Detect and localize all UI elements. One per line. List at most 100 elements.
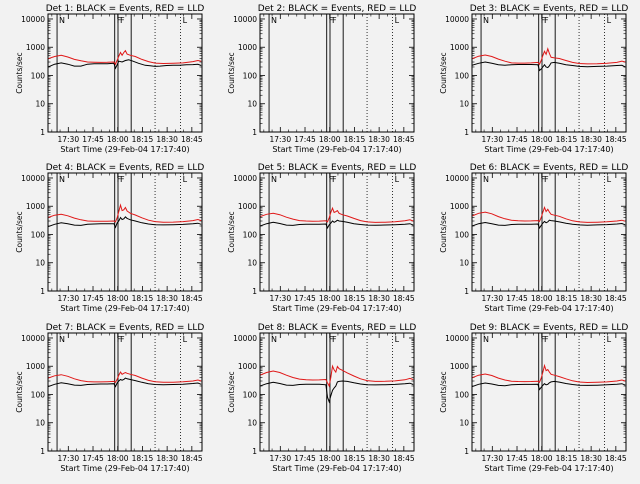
- y-tick-label: 1: [252, 128, 257, 137]
- x-tick-label: 18:30: [580, 454, 602, 463]
- plot-frame: [471, 13, 627, 133]
- panel-title: Det 4: BLACK = Events, RED = LLD: [46, 163, 205, 173]
- series-group: [260, 364, 414, 404]
- y-tick-label: 1: [252, 287, 257, 296]
- x-tick-label: 17:45: [82, 294, 104, 303]
- x-tick-label: 18:45: [605, 454, 627, 463]
- x-tick-label: 17:30: [269, 454, 291, 463]
- x-axis-label: Start Time (29-Feb-04 17:17:40): [272, 145, 401, 154]
- panel-det8: Det 8: BLACK = Events, RED = LLD 1 10 100 10…: [227, 323, 416, 473]
- series-lld-line: [260, 206, 414, 223]
- panel-det7: Det 7: BLACK = Events, RED = LLD 1 10 100 10…: [15, 323, 204, 473]
- series-events-line: [472, 380, 626, 391]
- marker-letter: N: [271, 335, 277, 344]
- series-lld-line: [48, 49, 202, 66]
- panel-title: Det 9: BLACK = Events, RED = LLD: [470, 323, 629, 333]
- marker-letter: F: [541, 335, 546, 344]
- x-tick-label: 17:30: [57, 135, 79, 144]
- y-axis-label: Counts/sec: [227, 211, 236, 252]
- series-events-line: [472, 61, 626, 72]
- x-tick-label: 17:30: [269, 294, 291, 303]
- y-tick-label: 10000: [233, 174, 257, 183]
- y-tick-label: 10: [459, 259, 469, 268]
- x-tick-label: 18:15: [132, 294, 154, 303]
- marker-letter: F: [117, 335, 122, 344]
- x-tick-label: 18:15: [556, 454, 578, 463]
- y-tick-label: 1000: [238, 362, 257, 371]
- y-tick-label: 100: [31, 230, 46, 239]
- y-tick-label: 100: [455, 230, 470, 239]
- y-tick-label: 10000: [445, 174, 469, 183]
- y-tick-label: 10000: [445, 334, 469, 343]
- y-tick-label: 1000: [450, 202, 469, 211]
- y-tick-label: 10000: [21, 174, 45, 183]
- y-tick-label: 1: [40, 128, 45, 137]
- x-axis-label: Start Time (29-Feb-04 17:17:40): [272, 464, 401, 473]
- x-tick-label: 18:00: [531, 454, 553, 463]
- y-tick-label: 10000: [445, 15, 469, 24]
- marker-letter: N: [483, 335, 489, 344]
- y-tick-label: 100: [243, 390, 258, 399]
- y-tick-label: 1: [464, 447, 469, 456]
- panel-title: Det 1: BLACK = Events, RED = LLD: [46, 4, 205, 14]
- series-group: [48, 371, 202, 388]
- marker-letter: L: [395, 175, 400, 184]
- panel-title: Det 3: BLACK = Events, RED = LLD: [470, 4, 629, 14]
- y-tick-label: 10: [35, 100, 45, 109]
- y-tick-label: 100: [243, 71, 258, 80]
- plot-frame: [47, 13, 203, 133]
- panel-det1: Det 1: BLACK = Events, RED = LLD 1 10 100 10…: [15, 4, 204, 154]
- y-axis-label: Counts/sec: [227, 371, 236, 412]
- panel-det2: Det 2: BLACK = Events, RED = LLD 1 10 100 10…: [227, 4, 416, 154]
- x-tick-label: 17:45: [294, 135, 316, 144]
- x-axis-label: Start Time (29-Feb-04 17:17:40): [484, 145, 613, 154]
- x-axis-label: Start Time (29-Feb-04 17:17:40): [60, 145, 189, 154]
- series-lld-line: [472, 47, 626, 66]
- y-axis-label: Counts/sec: [439, 371, 448, 412]
- series-group: [48, 203, 202, 229]
- x-tick-label: 18:45: [393, 454, 415, 463]
- y-tick-label: 1000: [26, 362, 45, 371]
- y-axis-label: Counts/sec: [15, 52, 24, 93]
- x-tick-label: 18:15: [132, 135, 154, 144]
- marker-letter: F: [541, 175, 546, 184]
- series-events-line: [48, 377, 202, 388]
- x-tick-label: 17:45: [82, 454, 104, 463]
- y-tick-label: 100: [31, 390, 46, 399]
- marker-letter: N: [59, 335, 65, 344]
- plot-frame: [259, 172, 415, 292]
- series-events-line: [48, 59, 202, 70]
- x-axis-label: Start Time (29-Feb-04 17:17:40): [60, 464, 189, 473]
- marker-letter: F: [332, 175, 337, 184]
- plot-frame: [259, 13, 415, 133]
- marker-letter: F: [544, 335, 549, 344]
- panel-det4: Det 4: BLACK = Events, RED = LLD 1 10 100 10…: [15, 163, 204, 313]
- series-group: [472, 363, 626, 391]
- marker-letter: L: [607, 335, 612, 344]
- marker-letter: F: [120, 175, 125, 184]
- plot-frame: [471, 172, 627, 292]
- y-tick-label: 10000: [233, 334, 257, 343]
- marker-letter: N: [59, 16, 65, 25]
- x-tick-label: 18:00: [319, 454, 341, 463]
- y-tick-label: 1000: [450, 43, 469, 52]
- x-axis-label: Start Time (29-Feb-04 17:17:40): [60, 304, 189, 313]
- y-tick-label: 1: [40, 447, 45, 456]
- marker-letter: F: [329, 335, 334, 344]
- x-tick-label: 18:00: [531, 294, 553, 303]
- x-tick-label: 18:00: [107, 294, 129, 303]
- marker-letter: F: [332, 335, 337, 344]
- x-tick-label: 18:15: [344, 454, 366, 463]
- x-tick-label: 18:30: [368, 294, 390, 303]
- marker-letter: N: [271, 175, 277, 184]
- panel-title: Det 5: BLACK = Events, RED = LLD: [258, 163, 417, 173]
- series-group: [472, 206, 626, 230]
- y-tick-label: 10: [459, 100, 469, 109]
- y-tick-label: 10: [247, 419, 257, 428]
- marker-letter: F: [541, 16, 546, 25]
- x-tick-label: 17:45: [294, 454, 316, 463]
- y-tick-label: 1000: [238, 202, 257, 211]
- plot-frame: [471, 332, 627, 452]
